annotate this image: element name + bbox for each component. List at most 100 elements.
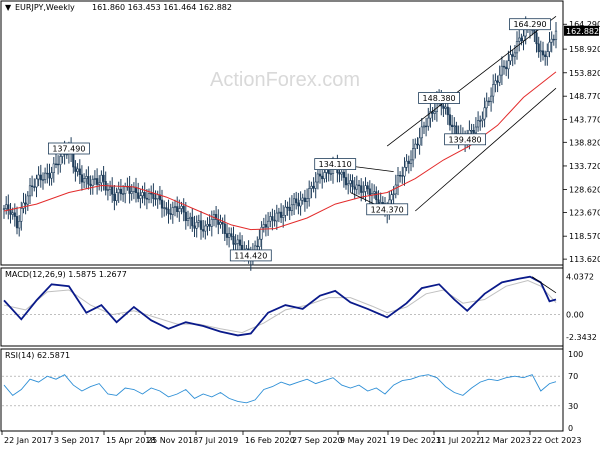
candle-body [22, 202, 25, 209]
candle-body [357, 184, 361, 187]
candle-body [424, 125, 428, 128]
price-tick-label: 123.670 [569, 209, 600, 218]
candle-body [109, 186, 112, 190]
time-tick-label: 19 Dec 2021 [390, 436, 441, 445]
annotation-box [366, 203, 409, 216]
candle-body [119, 188, 122, 195]
candle-body [429, 111, 432, 119]
candle-body [26, 195, 29, 205]
candle-body [217, 219, 220, 225]
candle-body [433, 111, 436, 114]
candle-body [360, 185, 363, 193]
candle-body [167, 208, 170, 214]
candle-body [221, 222, 224, 225]
candle-body [496, 80, 499, 83]
candle-body [147, 193, 151, 200]
candle-body [453, 125, 456, 128]
candle-body [494, 80, 497, 85]
candle-body [444, 106, 447, 109]
candle-body [308, 188, 311, 199]
candle-body [522, 35, 525, 41]
candle-body [98, 182, 101, 185]
macd-trendline [531, 276, 557, 294]
candle-body [39, 174, 42, 181]
candle-body [394, 184, 397, 195]
candle-body [264, 224, 268, 228]
candle-body [208, 224, 211, 227]
candle-body [299, 199, 302, 207]
time-tick-label: 27 Sep 2020 [292, 436, 343, 445]
candle-body [364, 185, 367, 192]
candle-body [405, 160, 408, 168]
candle-body [537, 43, 540, 53]
price-tick-label: 143.770 [569, 115, 600, 124]
candle-body [165, 207, 168, 210]
candle-body [145, 197, 149, 200]
candle-body [11, 212, 14, 215]
time-tick-label: 16 Feb 2020 [245, 436, 295, 445]
candle-body [422, 125, 426, 128]
last-price-label: 162.882 [566, 27, 599, 36]
candle-body [295, 198, 298, 204]
candle-body [106, 189, 109, 191]
candle-body [18, 221, 21, 229]
last-price-badge [564, 25, 599, 36]
price-tick-label: 118.570 [569, 232, 600, 241]
candle-body [470, 130, 473, 132]
candle-body [186, 218, 190, 221]
rsi-line [3, 374, 557, 404]
candle-body [91, 179, 94, 186]
candle-body [403, 167, 406, 177]
candle-body [48, 173, 51, 179]
candle-body [206, 224, 209, 227]
time-tick-label: 15 Apr 2018 [106, 436, 155, 445]
candle-body [171, 207, 174, 215]
time-tick-label: 31 Jul 2022 [436, 436, 481, 445]
sma-line [3, 71, 557, 231]
candle-body [362, 191, 365, 193]
candle-body [28, 185, 32, 197]
candle-body [448, 114, 452, 126]
candle-body [546, 51, 549, 57]
candle-body [554, 30, 558, 40]
price-tick-label: 128.620 [569, 186, 600, 195]
candle-body [368, 188, 371, 196]
candle-body [279, 211, 283, 218]
annotation-box [444, 133, 487, 146]
candle-body [52, 163, 55, 173]
time-tick-label: 22 Oct 2023 [532, 436, 581, 445]
candle-body [498, 74, 501, 83]
candle-body [492, 84, 495, 97]
candle-body [89, 183, 92, 187]
candle-body [78, 168, 81, 175]
candle-body [392, 193, 395, 195]
axes: 164.290 158.920 153.820 148.770 143.770 138.8… [1, 20, 600, 445]
candle-body [24, 202, 27, 205]
candle-body [152, 193, 155, 199]
candle-body [550, 38, 553, 43]
annotation-box [229, 249, 272, 262]
candle-body [355, 184, 358, 190]
candle-body [479, 120, 482, 122]
price-annotation: 164.290 [509, 18, 551, 31]
macd-main-line [3, 275, 557, 337]
candle-body [323, 172, 326, 179]
candle-body [321, 175, 324, 180]
candle-body [502, 65, 506, 68]
time-tick-label: 3 Sep 2017 [54, 436, 100, 445]
candle-body [544, 54, 547, 58]
price-tick-label: 113.620 [569, 255, 600, 264]
candle-body [132, 187, 136, 192]
rsi-panel-frame [0, 348, 564, 432]
candle-body [485, 100, 488, 109]
annotation-label: 139.480 [449, 135, 482, 144]
candle-body [398, 175, 402, 177]
annotation-label: 148.380 [423, 94, 456, 103]
candle-body [292, 198, 296, 206]
candle-body [416, 143, 419, 146]
candle-body [396, 175, 400, 186]
candle-body [390, 194, 393, 201]
price-annotation: 124.370 [366, 203, 409, 216]
candle-body [143, 192, 146, 199]
candle-body [277, 211, 281, 214]
